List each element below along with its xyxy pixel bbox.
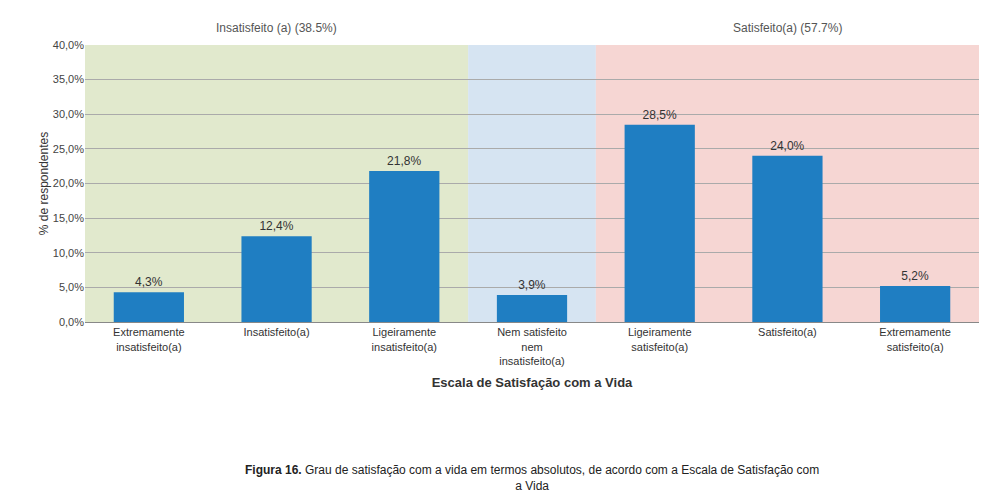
svg-text:3,9%: 3,9% [518,278,546,292]
svg-text:10,0%: 10,0% [53,247,84,259]
svg-text:Ligeiramenteinsatisfeito(a): Ligeiramenteinsatisfeito(a) [372,326,437,352]
svg-text:21,8%: 21,8% [387,154,421,168]
svg-text:5,2%: 5,2% [901,269,929,283]
svg-text:20,0%: 20,0% [53,177,84,189]
svg-text:Satisfeito(a) (57.7%): Satisfeito(a) (57.7%) [733,21,842,35]
svg-text:30,0%: 30,0% [53,108,84,120]
svg-text:Ligeiramentesatisfeito(a): Ligeiramentesatisfeito(a) [628,326,692,352]
svg-text:Insatisfeito(a): Insatisfeito(a) [244,326,310,338]
svg-text:% de respondentes: % de respondentes [37,132,51,235]
svg-text:0,0%: 0,0% [59,316,84,328]
svg-text:Insatisfeito (a) (38.5%): Insatisfeito (a) (38.5%) [216,21,337,35]
svg-text:Extremamentesatisfeito(a): Extremamentesatisfeito(a) [879,326,951,352]
svg-text:Satisfeito(a): Satisfeito(a) [758,326,817,338]
svg-text:12,4%: 12,4% [259,219,293,233]
svg-text:28,5%: 28,5% [643,108,677,122]
svg-text:4,3%: 4,3% [135,275,163,289]
svg-text:Escala de Satisfação com a Vid: Escala de Satisfação com a Vida [432,375,633,390]
svg-text:24,0%: 24,0% [770,139,804,153]
svg-text:Figura 16. Grau de satisfação: Figura 16. Grau de satisfação com a vida… [245,463,819,493]
svg-text:Nem satisfeitoneminsatisfeito(: Nem satisfeitoneminsatisfeito(a) [497,326,567,367]
svg-text:25,0%: 25,0% [53,143,84,155]
svg-text:40,0%: 40,0% [53,39,84,51]
svg-text:35,0%: 35,0% [53,73,84,85]
svg-text:Extremamenteinsatisfeito(a): Extremamenteinsatisfeito(a) [113,326,185,352]
svg-text:15,0%: 15,0% [53,212,84,224]
svg-text:5,0%: 5,0% [59,281,84,293]
